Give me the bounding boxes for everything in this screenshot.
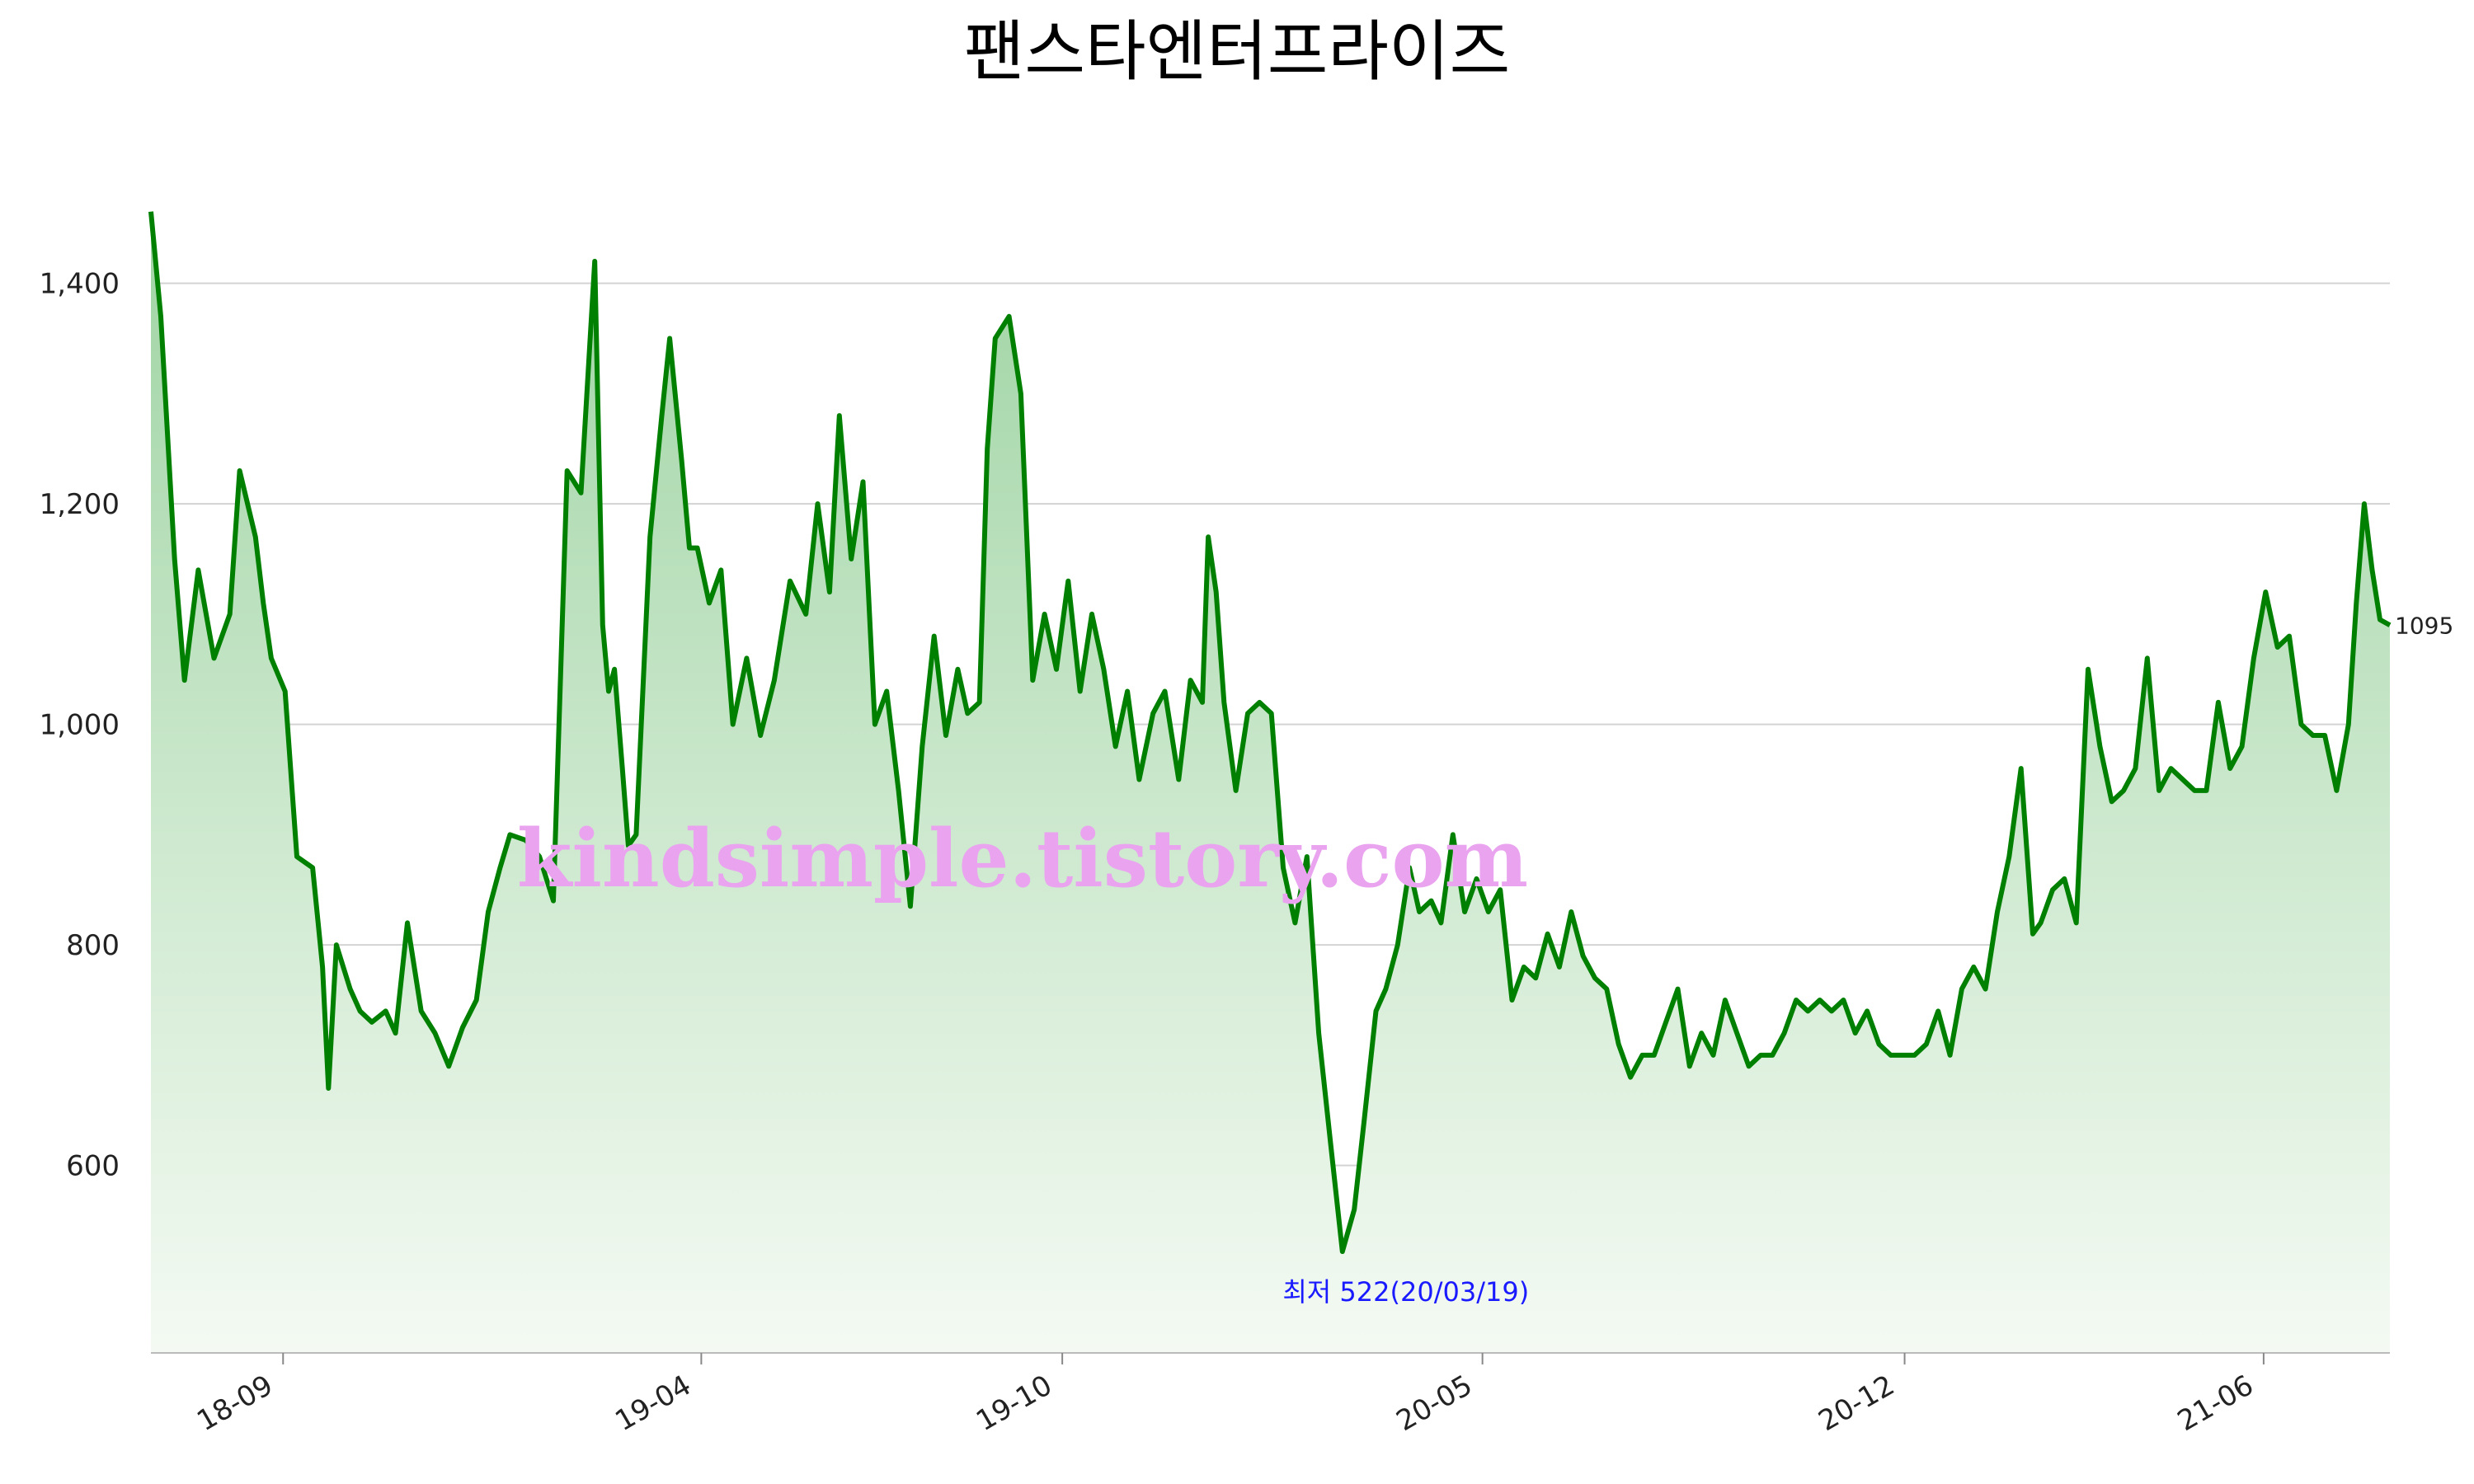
- x-tick-label: 20-05: [1391, 1369, 1479, 1438]
- price-area-fill: [151, 211, 2390, 1354]
- y-axis-ticks: 600 800 1,000 1,200 1,400: [40, 268, 120, 1183]
- price-line: [148, 211, 2392, 1254]
- watermark-text: kindsimple.tistory.com: [517, 812, 1528, 905]
- y-tick-label: 800: [66, 929, 120, 962]
- x-axis-ticks: 18-09 19-04 19-10 20-05 20-12 21-06: [191, 1353, 2265, 1438]
- x-tick-label: 19-04: [609, 1369, 697, 1438]
- y-tick-label: 1,400: [40, 268, 120, 301]
- y-tick-label: 1,200: [40, 488, 120, 521]
- price-line-path: [148, 211, 2392, 1254]
- price-area: [151, 211, 2390, 1354]
- min-price-annotation: 최저 522(20/03/19): [1282, 1276, 1529, 1308]
- chart-title: 팬스타엔터프라이즈: [964, 13, 1510, 90]
- x-tick-label: 19-10: [971, 1369, 1058, 1438]
- last-price-label: 1095: [2395, 612, 2453, 639]
- x-tick-label: 21-06: [2172, 1369, 2260, 1438]
- annotations: 최저 522(20/03/19) 1095: [1282, 612, 2453, 1308]
- y-tick-label: 600: [66, 1150, 120, 1183]
- y-tick-label: 1,000: [40, 709, 120, 742]
- x-tick-label: 20-12: [1813, 1369, 1900, 1438]
- x-tick-label: 18-09: [191, 1369, 279, 1438]
